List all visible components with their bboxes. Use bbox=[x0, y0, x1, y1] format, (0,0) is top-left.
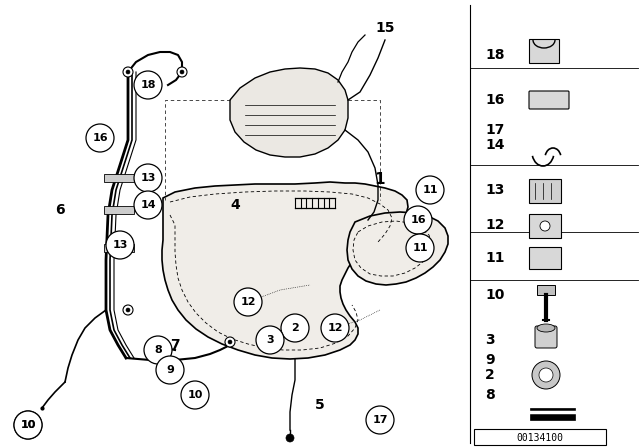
Text: 12: 12 bbox=[327, 323, 343, 333]
FancyBboxPatch shape bbox=[474, 429, 606, 445]
FancyBboxPatch shape bbox=[529, 214, 561, 238]
Circle shape bbox=[228, 340, 232, 344]
Circle shape bbox=[366, 406, 394, 434]
Text: 10: 10 bbox=[188, 390, 203, 400]
Text: 7: 7 bbox=[170, 338, 180, 352]
FancyBboxPatch shape bbox=[104, 244, 134, 252]
FancyBboxPatch shape bbox=[104, 206, 134, 214]
Text: 12: 12 bbox=[485, 218, 504, 232]
Text: 14: 14 bbox=[485, 138, 504, 152]
Ellipse shape bbox=[537, 324, 555, 332]
Text: 10: 10 bbox=[20, 420, 36, 430]
Text: 00134100: 00134100 bbox=[516, 433, 563, 443]
Circle shape bbox=[123, 67, 133, 77]
Circle shape bbox=[540, 221, 550, 231]
Text: 2: 2 bbox=[291, 323, 299, 333]
Circle shape bbox=[406, 234, 434, 262]
Text: 13: 13 bbox=[112, 240, 128, 250]
Circle shape bbox=[180, 70, 184, 74]
Polygon shape bbox=[530, 408, 575, 420]
Circle shape bbox=[86, 124, 114, 152]
Text: 13: 13 bbox=[485, 183, 504, 197]
Circle shape bbox=[234, 288, 262, 316]
Text: 11: 11 bbox=[412, 243, 428, 253]
Circle shape bbox=[134, 164, 162, 192]
Text: 13: 13 bbox=[140, 173, 156, 183]
Text: 11: 11 bbox=[485, 251, 504, 265]
Circle shape bbox=[14, 411, 42, 439]
FancyBboxPatch shape bbox=[529, 179, 561, 203]
Text: 3: 3 bbox=[485, 333, 495, 347]
Circle shape bbox=[286, 434, 294, 442]
Text: 3: 3 bbox=[266, 335, 274, 345]
Polygon shape bbox=[347, 212, 448, 285]
Circle shape bbox=[106, 231, 134, 259]
Text: 5: 5 bbox=[315, 398, 325, 412]
FancyBboxPatch shape bbox=[529, 247, 561, 269]
Text: 1: 1 bbox=[375, 172, 385, 188]
Circle shape bbox=[532, 361, 560, 389]
Circle shape bbox=[123, 305, 133, 315]
Circle shape bbox=[225, 337, 235, 347]
Text: 11: 11 bbox=[422, 185, 438, 195]
FancyBboxPatch shape bbox=[104, 174, 134, 182]
Circle shape bbox=[156, 356, 184, 384]
Circle shape bbox=[177, 67, 187, 77]
Text: 12: 12 bbox=[240, 297, 256, 307]
Text: 6: 6 bbox=[55, 203, 65, 217]
Text: 14: 14 bbox=[140, 200, 156, 210]
Text: 8: 8 bbox=[485, 388, 495, 402]
Text: 4: 4 bbox=[230, 198, 240, 212]
Text: 17: 17 bbox=[372, 415, 388, 425]
Circle shape bbox=[14, 411, 42, 439]
Text: 10: 10 bbox=[20, 420, 36, 430]
Circle shape bbox=[256, 326, 284, 354]
Circle shape bbox=[416, 176, 444, 204]
Circle shape bbox=[126, 70, 130, 74]
Circle shape bbox=[281, 314, 309, 342]
FancyBboxPatch shape bbox=[537, 285, 555, 295]
Circle shape bbox=[404, 206, 432, 234]
Text: 15: 15 bbox=[375, 21, 395, 35]
Circle shape bbox=[134, 191, 162, 219]
Text: 2: 2 bbox=[485, 368, 495, 382]
Circle shape bbox=[321, 314, 349, 342]
FancyBboxPatch shape bbox=[529, 39, 559, 63]
FancyBboxPatch shape bbox=[529, 91, 569, 109]
Text: 16: 16 bbox=[485, 93, 504, 107]
Circle shape bbox=[126, 308, 130, 312]
Text: 10: 10 bbox=[485, 288, 504, 302]
Text: 16: 16 bbox=[92, 133, 108, 143]
Polygon shape bbox=[230, 68, 348, 157]
Polygon shape bbox=[162, 182, 408, 359]
Text: 9: 9 bbox=[485, 353, 495, 367]
Circle shape bbox=[181, 381, 209, 409]
Text: 9: 9 bbox=[166, 365, 174, 375]
Text: 16: 16 bbox=[410, 215, 426, 225]
Circle shape bbox=[539, 368, 553, 382]
Circle shape bbox=[144, 336, 172, 364]
Text: 18: 18 bbox=[140, 80, 156, 90]
Text: 8: 8 bbox=[154, 345, 162, 355]
Text: 17: 17 bbox=[485, 123, 504, 137]
Text: 18: 18 bbox=[485, 48, 504, 62]
FancyBboxPatch shape bbox=[535, 326, 557, 348]
Circle shape bbox=[134, 71, 162, 99]
